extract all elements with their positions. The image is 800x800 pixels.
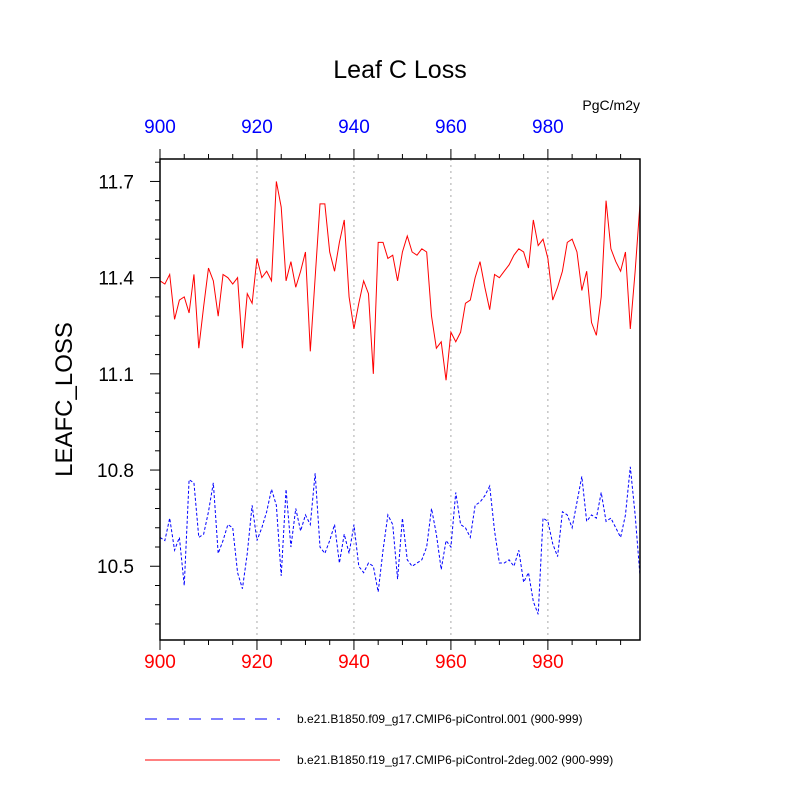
series-line xyxy=(159,181,641,381)
y-tick-label: 10.5 xyxy=(97,557,134,578)
units-label: PgC/m2y xyxy=(582,97,640,113)
plot-frame xyxy=(159,158,641,641)
tick-marks xyxy=(150,149,622,650)
y-axis-label: LEAFC_LOSS xyxy=(51,322,78,477)
x-tick-label-bottom: 980 xyxy=(532,652,564,673)
series-piControl-2deg-002 xyxy=(159,181,641,381)
tick-labels: 900 900 920 920 940 940 960 960 980 980 10.5 10.8 11… xyxy=(97,117,564,673)
legend: b.e21.B1850.f09_g17.CMIP6-piControl.001 … xyxy=(145,712,613,767)
y-tick-label: 11.4 xyxy=(98,269,134,290)
x-tick-label-bottom: 900 xyxy=(144,652,176,673)
series-piControl-001 xyxy=(159,466,641,615)
x-tick-label-top: 940 xyxy=(338,117,370,138)
legend-label-1: b.e21.B1850.f09_g17.CMIP6-piControl.001 … xyxy=(297,712,583,726)
y-tick-label: 11.7 xyxy=(98,172,134,193)
chart-title: Leaf C Loss xyxy=(333,56,466,84)
axes xyxy=(159,158,641,641)
legend-label-2: b.e21.B1850.f19_g17.CMIP6-piControl-2deg… xyxy=(297,753,613,767)
x-tick-label-bottom: 940 xyxy=(338,652,370,673)
x-tick-label-bottom: 960 xyxy=(435,652,467,673)
series-line xyxy=(159,466,641,615)
x-tick-label-top: 980 xyxy=(532,117,564,138)
y-tick-label: 10.8 xyxy=(97,461,134,482)
x-tick-label-top: 900 xyxy=(144,117,176,138)
gridlines xyxy=(256,159,549,640)
x-tick-label-bottom: 920 xyxy=(241,652,273,673)
x-tick-label-top: 960 xyxy=(435,117,467,138)
x-tick-label-top: 920 xyxy=(241,117,273,138)
y-tick-label: 11.1 xyxy=(98,365,134,386)
